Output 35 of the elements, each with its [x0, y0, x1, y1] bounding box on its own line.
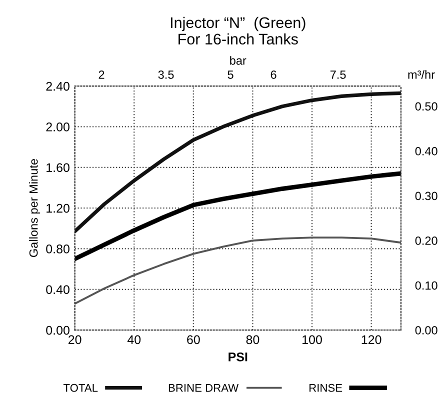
legend-label: BRINE DRAW [168, 384, 239, 392]
x-tick-label: 80 [246, 335, 260, 344]
line-series [74, 236, 401, 305]
y-tick-label: 1.20 [46, 204, 70, 213]
y-tick-label: 0.40 [46, 285, 70, 294]
x-tick-label: 120 [362, 335, 382, 344]
x2-axis-title: bar [230, 56, 246, 65]
x-tick-label: 20 [68, 335, 82, 344]
y2-tick-label: 0.40 [415, 147, 438, 156]
y-tick-label: 2.00 [46, 122, 70, 132]
x2-tick-label: 5 [228, 70, 234, 79]
y-tick-label: 2.40 [46, 82, 70, 91]
x2-tick-label: 2 [98, 70, 104, 79]
x2-tick-label: 7.5 [330, 70, 346, 79]
line-series [74, 91, 401, 234]
y-tick-label: 0.80 [46, 244, 70, 254]
y-tick-label: 0.00 [46, 326, 70, 335]
x-tick-label: 60 [187, 335, 200, 344]
y2-tick-label: 0.00 [415, 326, 438, 334]
y2-tick-label: 0.10 [415, 281, 438, 290]
y2-tick-label: 0.20 [415, 236, 438, 245]
y2-tick-label: 0.50 [415, 102, 438, 111]
x2-tick-label: 3.5 [158, 70, 174, 79]
y2-axis-title: m³/hr [408, 70, 435, 79]
legend-label: RINSE [310, 384, 342, 392]
legend-label: TOTAL [63, 384, 98, 392]
y2-tick-label: 0.30 [415, 192, 438, 200]
line-series [74, 171, 401, 262]
x-tick-label: 100 [302, 335, 322, 344]
chart-title: Injector “N” (Green) For 16-inch Tanks [170, 16, 306, 45]
y-tick-label: 1.60 [46, 163, 70, 172]
x-tick-label: 40 [127, 335, 141, 344]
x2-tick-label: 6 [270, 70, 276, 79]
x-axis-title: PSI [228, 352, 248, 362]
y-axis-title: Gallons per Minute [29, 159, 40, 258]
